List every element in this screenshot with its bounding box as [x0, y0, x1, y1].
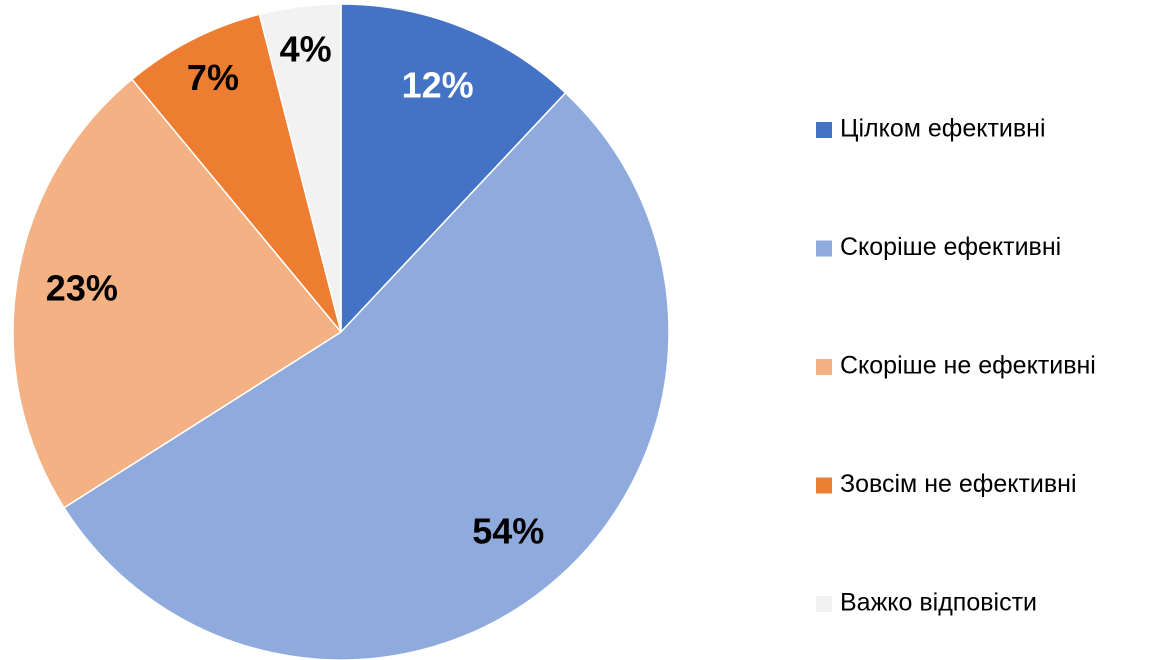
value-label: 54% [472, 511, 544, 552]
pie-slice [130, 13, 342, 333]
legend-label: Скоріше не ефективні [840, 352, 1096, 380]
value-label: 4% [280, 29, 332, 70]
pie-slice [63, 91, 670, 660]
value-label: 23% [46, 267, 118, 308]
legend-swatch [816, 477, 832, 494]
pie-slice [340, 3, 567, 334]
legend-swatch [816, 122, 832, 138]
legend-label: Важко відповісти [840, 589, 1037, 617]
pie-slice [12, 78, 343, 509]
legend-label: Цілком ефективні [840, 115, 1046, 143]
legend-label: Скоріше ефективні [840, 233, 1061, 261]
legend-swatch [816, 359, 832, 375]
legend-label: Зовсім не ефективні [840, 470, 1077, 498]
legend-swatch [816, 240, 832, 257]
pie-slice [258, 3, 342, 333]
legend-swatch [816, 596, 832, 612]
value-label: 7% [187, 57, 239, 98]
value-label: 12% [402, 65, 474, 106]
